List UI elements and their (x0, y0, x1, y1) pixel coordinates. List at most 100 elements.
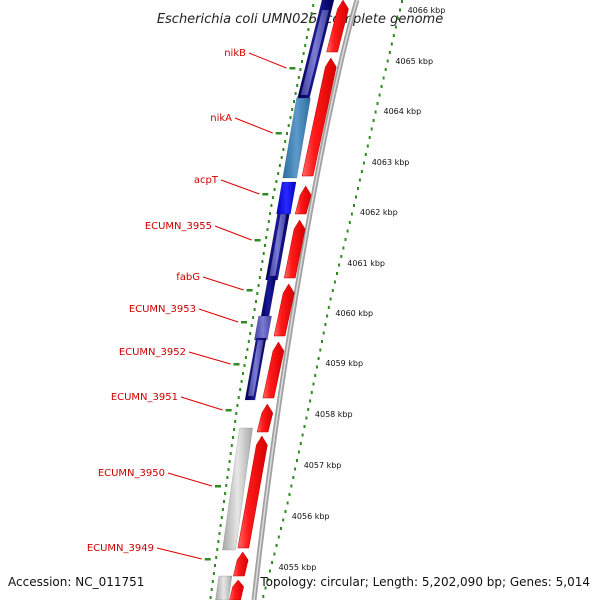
scale-dot (215, 556, 218, 559)
scale-dot (225, 484, 228, 487)
leader-line (214, 225, 252, 241)
leader-line (220, 179, 260, 195)
gene-tick (275, 132, 282, 135)
scale-label: 4057 kbp (304, 461, 342, 470)
scale-dot (401, 0, 403, 3)
scale-dot (378, 93, 381, 97)
scale-dot (304, 44, 307, 47)
scale-dot (243, 364, 246, 367)
scale-dot (227, 468, 230, 471)
scale-dot (273, 188, 276, 191)
scale-dot (301, 433, 304, 437)
scale-dot (336, 272, 338, 275)
scale-label: 4060 kbp (335, 309, 373, 318)
scale-dot (399, 8, 401, 12)
scale-dot (292, 476, 295, 479)
scale-dot (286, 132, 288, 135)
gene-label: fabG (176, 272, 200, 283)
scale-dots (209, 0, 403, 599)
feature-block-2 (300, 9, 330, 96)
scale-dot (237, 396, 240, 399)
scale-dot (312, 4, 315, 7)
scale-dot (249, 332, 252, 335)
gene-tick (241, 321, 247, 324)
scale-dot (212, 572, 215, 575)
cds-forward-arrow-4 (283, 219, 306, 279)
scale-dot (324, 323, 327, 326)
scale-dot (264, 244, 266, 247)
gene-label: ECUMN_3950 (98, 468, 165, 479)
scale-dot (264, 586, 267, 590)
scale-dot (280, 527, 282, 530)
scale-dot (376, 102, 379, 105)
scale-dot (380, 85, 383, 88)
cds-forward-arrow-8 (237, 435, 268, 549)
scale-dot (333, 280, 336, 284)
scale-dot (340, 255, 343, 258)
scale-dot (310, 12, 313, 15)
scale-dot (271, 196, 274, 199)
gene-tick (225, 409, 232, 412)
gene-tick (233, 363, 240, 366)
gene-tick (254, 239, 261, 242)
scale-dot (217, 540, 220, 543)
cds-forward-arrow-6 (262, 341, 285, 399)
scale-dot (211, 580, 214, 583)
cds-forward-arrow-5 (273, 283, 295, 337)
scale-dot (226, 476, 229, 479)
scale-label: 4063 kbp (372, 158, 410, 167)
scale-dot (346, 229, 349, 233)
scale-dot (353, 204, 355, 207)
gene-label: ECUMN_3955 (145, 221, 212, 232)
cds-forward-arrow-1 (326, 0, 349, 53)
map-title: Escherichia coli UMN026, complete genome (157, 12, 443, 27)
scale-label: 4056 kbp (292, 512, 330, 521)
scale-dot (390, 42, 393, 46)
scale-dot (299, 442, 302, 445)
scale-label: 4059 kbp (325, 359, 363, 368)
scale-dot (310, 391, 313, 394)
scale-dot (293, 100, 295, 103)
scale-dot (382, 76, 385, 80)
scale-dot (296, 459, 298, 462)
scale-dot (282, 518, 285, 522)
leader-line (202, 276, 244, 291)
gene-label: ECUMN_3952 (119, 347, 186, 358)
scale-dot (315, 365, 318, 369)
scale-dot (287, 124, 290, 127)
gene-tick (204, 558, 211, 561)
scale-dot (344, 238, 347, 241)
scale-dot (236, 404, 239, 407)
gene-tick (215, 485, 221, 488)
scale-dot (338, 263, 341, 267)
scale-dot (280, 156, 283, 159)
gene-label: ECUMN_3953 (129, 304, 196, 315)
scale-dot (297, 450, 300, 454)
scale-dot (210, 588, 213, 591)
scale-dot (291, 108, 294, 111)
scale-dot (303, 425, 306, 428)
scale-dot (322, 331, 325, 335)
gene-label: nikB (224, 48, 246, 59)
gene-tick (289, 67, 296, 70)
feature-block-7 (260, 275, 277, 317)
scale-dot (262, 595, 265, 598)
scale-label: 4058 kbp (315, 410, 353, 419)
scale-dot (294, 92, 297, 95)
feature-block-12 (215, 575, 233, 600)
scale-dot (290, 484, 293, 488)
gene-tick (262, 193, 269, 196)
scale-dot (235, 412, 238, 415)
scale-dot (216, 548, 219, 551)
leader-line (167, 472, 213, 487)
scale-dot (239, 388, 242, 391)
gene-features (215, 0, 349, 600)
scale-dot (386, 59, 389, 63)
scale-dot (286, 501, 289, 505)
scale-dot (247, 340, 250, 343)
gene-labels: nikB nikA acpT ECUMN_3955 fabG ECUMN_3953 ECUM… (87, 48, 296, 561)
scale-dot (219, 524, 222, 527)
scale-dot (277, 172, 280, 175)
scale-dot (242, 372, 244, 375)
